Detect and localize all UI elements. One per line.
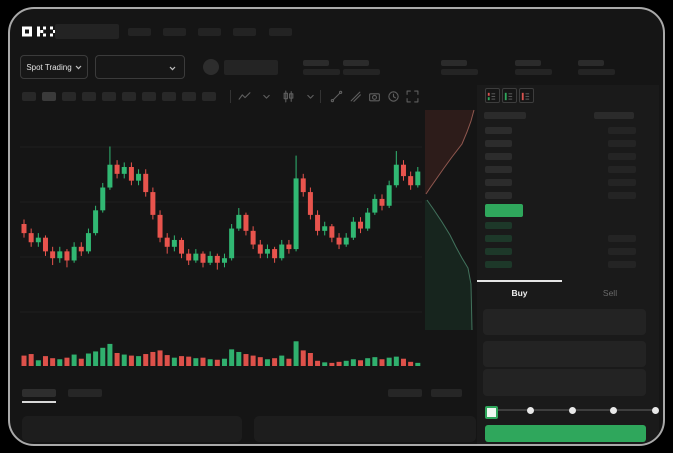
ticker-stat-value-placeholder xyxy=(441,69,478,75)
chevron-down-icon[interactable] xyxy=(260,90,273,103)
fullscreen-icon[interactable] xyxy=(406,90,419,103)
bid-amount-placeholder xyxy=(608,261,636,268)
bid-price-placeholder[interactable] xyxy=(485,261,512,268)
submit-order-button[interactable] xyxy=(485,425,646,442)
ask-price-placeholder[interactable] xyxy=(485,166,512,173)
draw-icon[interactable] xyxy=(349,90,362,103)
timeframe-button-placeholder[interactable] xyxy=(162,92,176,101)
order-input-placeholder[interactable] xyxy=(483,309,646,335)
ticker-stat-value-placeholder xyxy=(578,69,615,75)
timeframe-button-placeholder[interactable] xyxy=(82,92,96,101)
slider-stop[interactable] xyxy=(610,406,617,414)
orders-tab-placeholder[interactable] xyxy=(68,389,102,397)
slider-stop[interactable] xyxy=(568,406,576,414)
timeframe-button-placeholder[interactable] xyxy=(182,92,196,101)
ask-amount-placeholder xyxy=(608,127,636,134)
history-icon[interactable] xyxy=(387,90,400,103)
chevron-down-icon xyxy=(169,66,176,71)
timeframe-button-placeholder[interactable] xyxy=(42,92,56,101)
book-asks-icon[interactable] xyxy=(519,88,534,103)
orderbook-col-header-placeholder xyxy=(594,112,634,119)
tab-sell[interactable]: Sell xyxy=(602,288,618,298)
timeframe-button-placeholder[interactable] xyxy=(202,92,216,101)
nav-item-placeholder[interactable] xyxy=(233,28,256,36)
nav-item-placeholder[interactable] xyxy=(269,28,292,36)
toolbar-separator xyxy=(230,90,231,103)
ask-price-placeholder[interactable] xyxy=(485,192,512,199)
ask-amount-placeholder xyxy=(608,179,636,186)
orders-table-placeholder xyxy=(22,416,242,442)
ticker-stat-value-placeholder xyxy=(303,69,340,75)
bid-price-placeholder[interactable] xyxy=(485,235,512,242)
ticker-stat-label-placeholder xyxy=(303,60,329,66)
bid-amount-placeholder xyxy=(608,248,636,255)
nav-item-placeholder[interactable] xyxy=(128,28,151,36)
bid-price-placeholder[interactable] xyxy=(485,248,512,255)
ask-amount-placeholder xyxy=(608,140,636,147)
book-bids-icon[interactable] xyxy=(502,88,517,103)
trendline-icon[interactable] xyxy=(330,90,343,103)
orders-tab-placeholder[interactable] xyxy=(22,389,56,397)
last-price-highlight xyxy=(485,204,523,217)
orders-active-tab-indicator xyxy=(22,401,56,403)
coin-avatar xyxy=(203,59,219,75)
candlestick-icon[interactable] xyxy=(282,90,295,103)
chevron-down-icon[interactable] xyxy=(304,90,317,103)
timeframe-button-placeholder[interactable] xyxy=(102,92,116,101)
camera-icon[interactable] xyxy=(368,90,381,103)
ticker-stat-label-placeholder xyxy=(441,60,467,66)
market-type-label: Spot Trading xyxy=(26,62,72,72)
active-tab-indicator xyxy=(477,280,562,282)
timeframe-button-placeholder[interactable] xyxy=(142,92,156,101)
ticker-stat-value-placeholder xyxy=(343,69,380,75)
pair-selector[interactable] xyxy=(95,55,185,79)
slider-handle[interactable] xyxy=(484,405,498,419)
ask-price-placeholder[interactable] xyxy=(485,127,512,134)
timeframe-button-placeholder[interactable] xyxy=(122,92,136,101)
orders-table-placeholder xyxy=(254,416,476,442)
slider-stop[interactable] xyxy=(651,406,659,414)
timeframe-button-placeholder[interactable] xyxy=(22,92,36,101)
orders-link-placeholder[interactable] xyxy=(388,389,422,397)
pair-name-placeholder xyxy=(224,60,278,75)
app-window: Spot Trading Buy Sell xyxy=(8,7,665,446)
nav-item-placeholder[interactable] xyxy=(163,28,186,36)
slider-stop[interactable] xyxy=(527,406,534,414)
ticker-stat-value-placeholder xyxy=(515,69,552,75)
ask-price-placeholder[interactable] xyxy=(485,140,512,147)
global-search-input[interactable] xyxy=(55,24,119,39)
market-type-selector[interactable]: Spot Trading xyxy=(20,55,88,79)
nav-item-placeholder[interactable] xyxy=(198,28,221,36)
ticker-stat-label-placeholder xyxy=(578,60,604,66)
orderbook-col-header-placeholder xyxy=(484,112,526,119)
bid-amount-placeholder xyxy=(608,235,636,242)
ticker-stat-label-placeholder xyxy=(515,60,541,66)
chevron-down-icon xyxy=(75,65,82,69)
book-combined-icon[interactable] xyxy=(485,88,500,103)
ask-price-placeholder[interactable] xyxy=(485,179,512,186)
order-input-placeholder[interactable] xyxy=(483,369,646,396)
bid-price-placeholder[interactable] xyxy=(485,222,512,229)
tab-buy[interactable]: Buy xyxy=(511,288,528,298)
ask-price-placeholder[interactable] xyxy=(485,153,512,160)
toolbar-separator xyxy=(320,90,321,103)
ask-amount-placeholder xyxy=(608,153,636,160)
order-input-placeholder[interactable] xyxy=(483,341,646,367)
ask-amount-placeholder xyxy=(608,166,636,173)
ticker-stat-label-placeholder xyxy=(343,60,369,66)
orderbook-trade-panel: Buy Sell xyxy=(477,85,659,444)
timeframe-button-placeholder[interactable] xyxy=(62,92,76,101)
orders-link-placeholder[interactable] xyxy=(431,389,462,397)
ask-amount-placeholder xyxy=(608,192,636,199)
line-chart-icon[interactable] xyxy=(238,90,251,103)
